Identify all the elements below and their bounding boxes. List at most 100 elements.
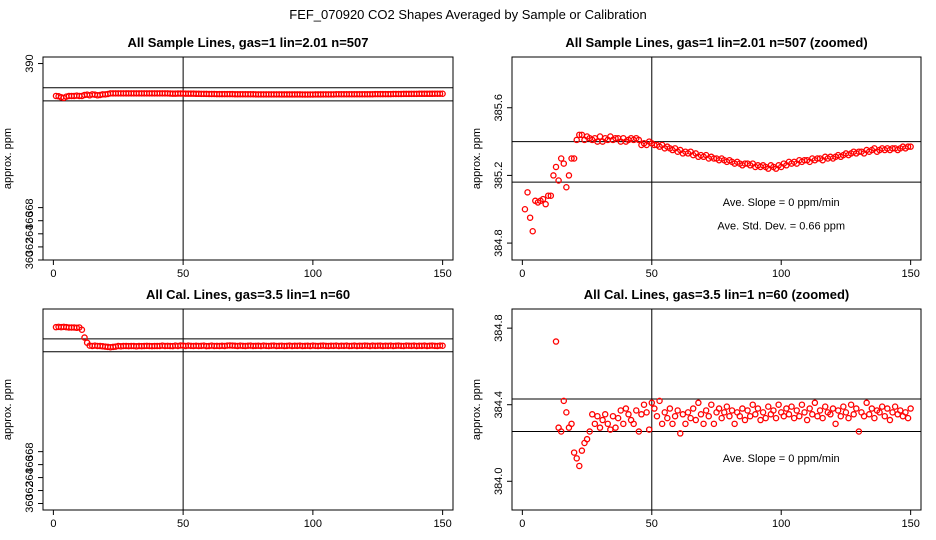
x-tick-label: 0 xyxy=(519,518,525,530)
x-tick-label: 0 xyxy=(50,268,56,280)
panel-sample-lines: All Sample Lines, gas=1 lin=2.01 n=507 a… xyxy=(2,35,454,280)
data-point xyxy=(749,401,756,408)
data-point xyxy=(801,409,808,416)
data-point xyxy=(552,163,560,171)
y-tick-label: 390 xyxy=(24,54,36,72)
y-axis-label: approx. ppm xyxy=(471,379,483,440)
data-point xyxy=(798,401,806,408)
data-point xyxy=(576,131,583,139)
data-point xyxy=(834,407,842,414)
y-tick-label: 366 xyxy=(24,212,36,230)
data-point xyxy=(640,401,648,408)
data-point xyxy=(601,411,609,418)
data-point xyxy=(697,411,705,418)
data-point xyxy=(612,134,619,142)
data-point xyxy=(617,407,624,414)
data-point xyxy=(599,416,606,424)
data-point xyxy=(689,405,697,412)
data-point xyxy=(576,462,583,470)
data-point xyxy=(539,195,547,203)
y-tick-label: 384.8 xyxy=(493,229,505,257)
data-point xyxy=(793,407,800,414)
y-tick-label: 384.4 xyxy=(493,391,505,419)
data-point xyxy=(583,435,591,443)
x-tick-label: 50 xyxy=(177,518,189,530)
data-point xyxy=(555,177,562,184)
data-point xyxy=(677,430,684,437)
data-point xyxy=(726,412,733,420)
data-point xyxy=(863,399,870,407)
x-tick-label: 150 xyxy=(901,268,919,280)
data-point xyxy=(816,407,824,414)
data-point xyxy=(648,399,656,407)
data-point xyxy=(775,401,782,408)
data-point xyxy=(653,412,661,420)
data-point xyxy=(803,416,811,424)
y-tick-label: 368 xyxy=(24,442,36,460)
data-point xyxy=(840,403,847,410)
plot-frame xyxy=(42,308,454,511)
data-point xyxy=(700,420,707,428)
data-point xyxy=(728,407,736,414)
data-point xyxy=(524,189,531,196)
data-point xyxy=(783,405,790,412)
data-point xyxy=(811,399,819,407)
plot-frame xyxy=(42,56,454,261)
data-point xyxy=(671,412,679,420)
data-point xyxy=(850,411,857,418)
data-point xyxy=(886,416,894,424)
data-point xyxy=(757,416,764,424)
data-point xyxy=(876,409,883,416)
data-point xyxy=(741,416,749,424)
data-point xyxy=(809,411,816,418)
data-point xyxy=(842,409,850,416)
x-tick-label: 100 xyxy=(772,518,790,530)
y-tick-label: 366 xyxy=(24,455,36,473)
data-point xyxy=(635,428,643,435)
data-point xyxy=(829,405,837,412)
data-point xyxy=(633,407,640,414)
data-point xyxy=(594,412,601,420)
data-point xyxy=(568,155,575,162)
data-point xyxy=(796,412,803,420)
data-point xyxy=(550,172,557,179)
y-tick-label: 384.0 xyxy=(493,468,505,496)
data-point xyxy=(625,411,632,418)
data-point xyxy=(902,409,909,416)
x-tick-label: 100 xyxy=(772,268,790,280)
data-point xyxy=(635,136,643,144)
data-point xyxy=(542,200,549,208)
data-point xyxy=(695,399,702,407)
data-point xyxy=(436,342,444,349)
panel-title: All Cal. Lines, gas=3.5 lin=1 n=60 xyxy=(146,287,350,302)
data-point xyxy=(723,403,731,410)
data-point xyxy=(705,412,712,420)
y-tick-label: 364 xyxy=(24,468,36,486)
data-point xyxy=(754,405,762,412)
data-point xyxy=(788,403,795,410)
data-point xyxy=(661,409,668,416)
data-point xyxy=(591,420,599,428)
x-tick-label: 50 xyxy=(646,268,658,280)
y-tick-label: 368 xyxy=(24,198,36,216)
data-point xyxy=(521,205,529,213)
data-point xyxy=(731,420,738,428)
data-point xyxy=(881,412,889,420)
data-point xyxy=(529,227,536,235)
data-point xyxy=(638,411,645,418)
y-axis-label: approx. ppm xyxy=(2,379,14,440)
data-point xyxy=(762,414,769,422)
x-tick-label: 150 xyxy=(433,268,451,280)
page-title: FEF_070920 CO2 Shapes Averaged by Sample… xyxy=(289,7,646,22)
data-point xyxy=(439,90,446,97)
data-point xyxy=(710,420,718,428)
data-point xyxy=(570,449,578,456)
y-axis-label: approx. ppm xyxy=(471,128,483,189)
data-point xyxy=(837,412,845,420)
y-tick-label: 362 xyxy=(24,238,36,256)
data-point xyxy=(570,155,578,162)
annotation: Ave. Slope = 0 ppm/min xyxy=(723,197,840,209)
data-point xyxy=(718,414,725,422)
panel-cal-lines: All Cal. Lines, gas=3.5 lin=1 n=60 appro… xyxy=(2,287,454,530)
data-point xyxy=(845,414,852,422)
